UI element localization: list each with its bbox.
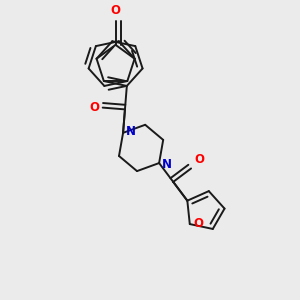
Text: O: O	[111, 4, 121, 17]
Text: N: N	[125, 124, 135, 138]
Text: O: O	[89, 101, 99, 114]
Text: N: N	[161, 158, 171, 171]
Text: O: O	[194, 217, 204, 230]
Text: O: O	[194, 153, 204, 166]
